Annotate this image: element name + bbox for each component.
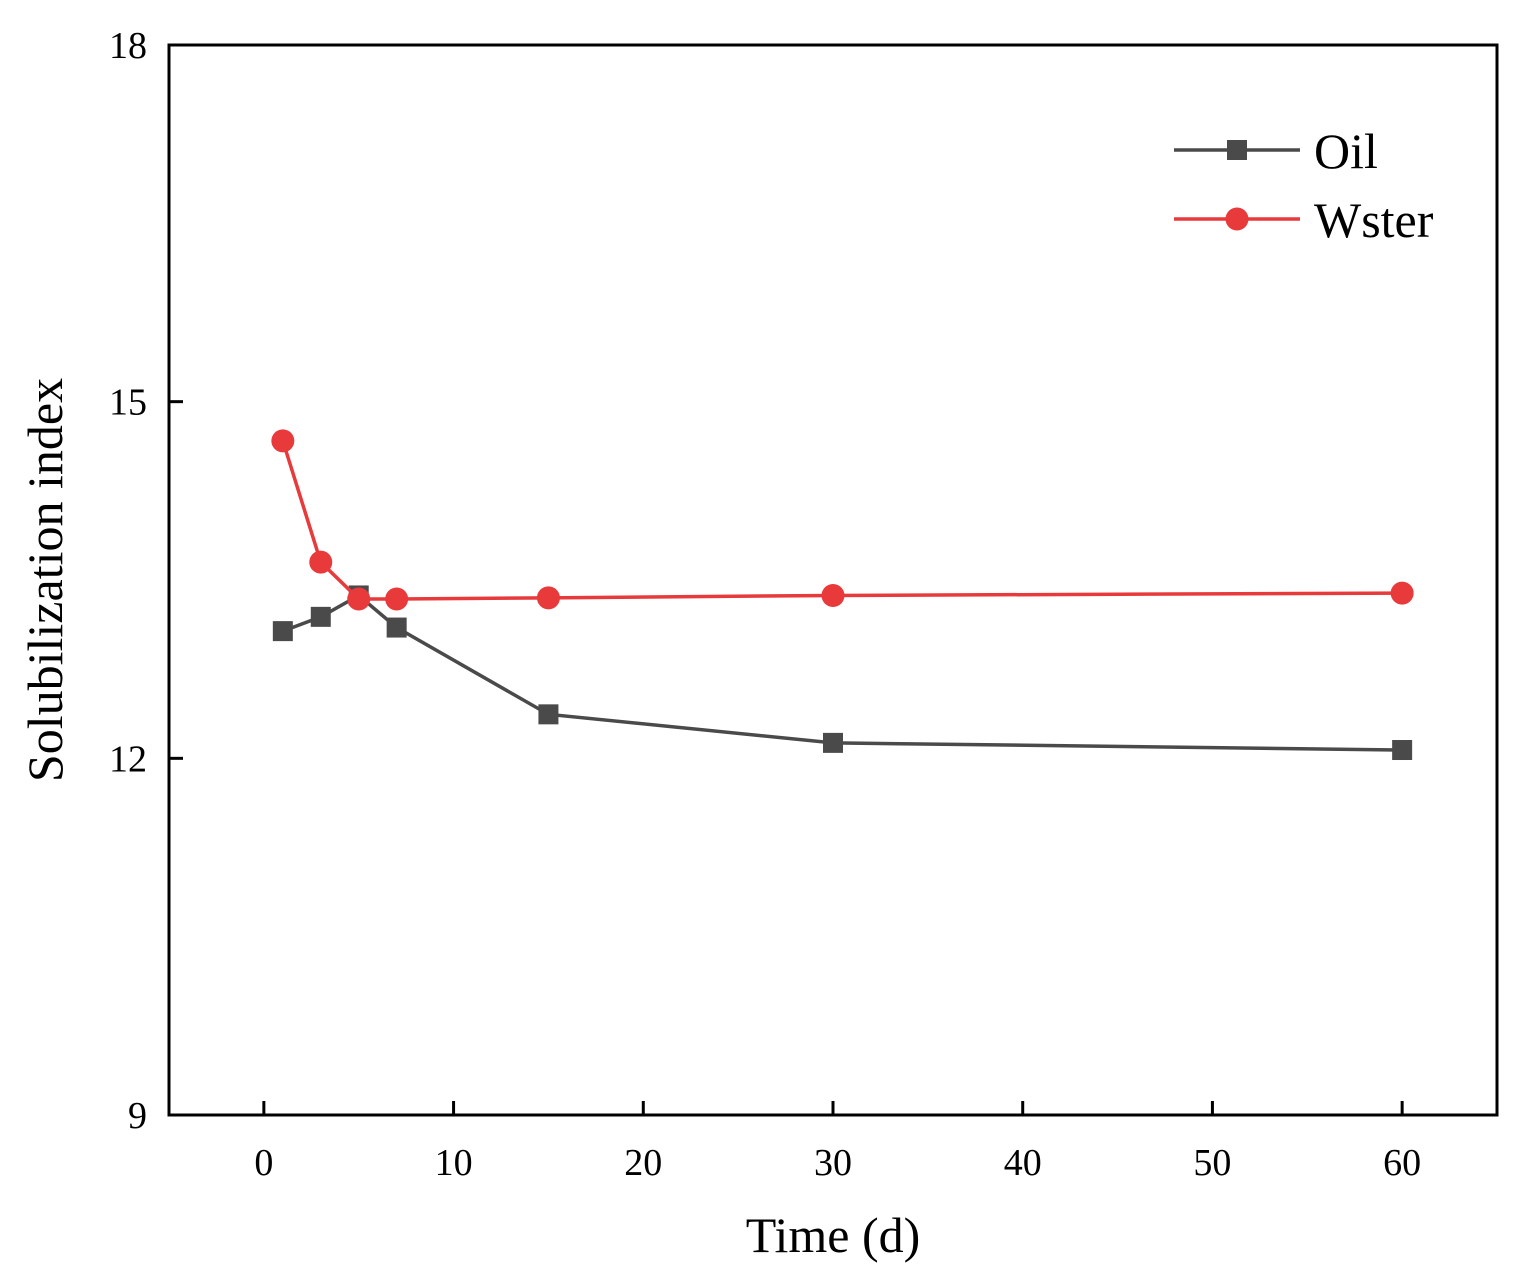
data-point-wster	[536, 586, 560, 610]
x-tick-label: 0	[254, 1142, 273, 1184]
data-point-oil	[272, 621, 293, 642]
x-tick-label: 20	[624, 1142, 662, 1184]
legend-marker-wster	[1225, 207, 1249, 231]
x-axis-title: Time (d)	[746, 1207, 921, 1263]
data-point-wster	[347, 587, 371, 611]
data-point-oil	[386, 617, 407, 638]
series-line-wster	[281, 440, 1403, 601]
legend-item-wster: Wster	[1174, 192, 1434, 248]
x-axis: 0 10 20 30 40 50 60	[254, 1101, 1421, 1184]
x-tick-label: 60	[1383, 1142, 1421, 1184]
data-point-oil	[538, 704, 559, 725]
y-tick-label: 15	[109, 382, 147, 424]
data-point-wster	[385, 587, 409, 611]
data-point-wster	[1390, 581, 1414, 605]
legend: Oil Wster	[1174, 123, 1434, 248]
data-point-wster	[309, 550, 333, 574]
legend-marker-oil	[1227, 140, 1247, 160]
series-line-oil	[282, 593, 1403, 752]
data-point-wster	[271, 429, 295, 453]
x-tick-label: 40	[1004, 1142, 1042, 1184]
data-point-oil	[1392, 740, 1413, 761]
legend-label-wster: Wster	[1314, 192, 1434, 248]
x-tick-label: 10	[435, 1142, 473, 1184]
plot-frame	[167, 43, 1499, 1117]
y-axis-title: Solubilization index	[17, 378, 73, 782]
data-point-oil	[823, 732, 843, 753]
y-tick-label: 12	[109, 738, 147, 780]
x-tick-label: 30	[814, 1142, 852, 1184]
y-tick-label: 9	[128, 1095, 147, 1137]
y-axis: 9 12 15 18	[109, 25, 183, 1137]
legend-item-oil: Oil	[1174, 123, 1378, 179]
data-point-oil	[310, 606, 331, 627]
y-tick-label: 18	[109, 25, 147, 67]
legend-label-oil: Oil	[1314, 123, 1378, 179]
series-layer	[271, 429, 1414, 761]
data-point-wster	[821, 583, 845, 607]
x-tick-label: 50	[1193, 1142, 1231, 1184]
